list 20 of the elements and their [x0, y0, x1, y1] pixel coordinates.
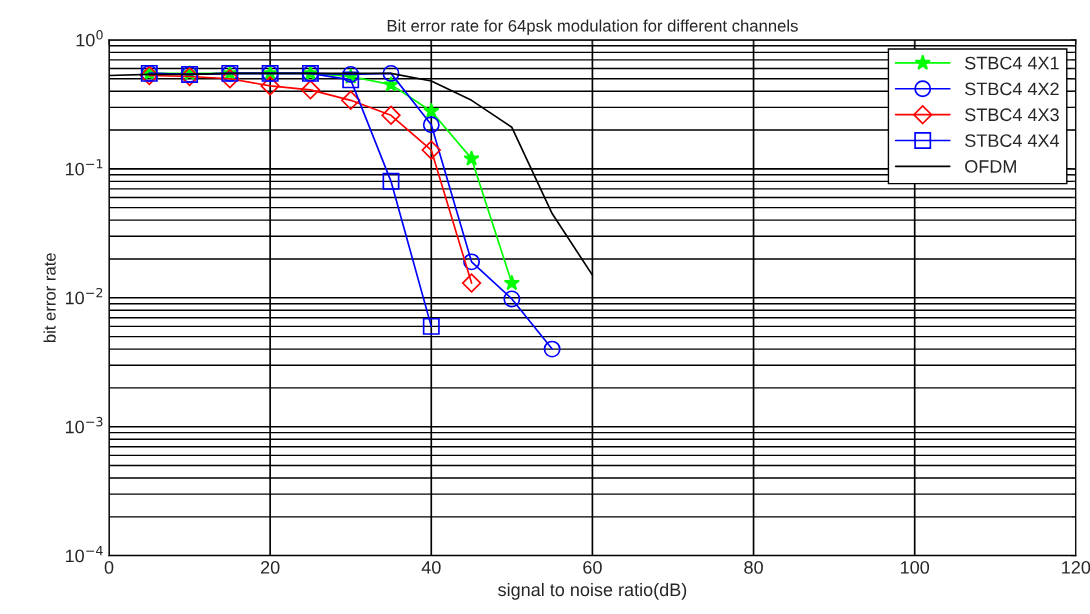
y-tick-label: 10$^{−1}$	[65, 159, 103, 176]
legend-label: OFDM	[965, 160, 1016, 173]
x-tick-label: 120	[1062, 561, 1090, 574]
legend-label: STBC4 4X4	[965, 134, 1060, 147]
legend-label: STBC4 4X3	[965, 108, 1059, 122]
x-tick-label: 60	[583, 561, 602, 574]
legend-label: STBC4 4X2	[965, 82, 1059, 96]
x-tick-label: 40	[421, 561, 441, 574]
x-tick-label: 100	[901, 561, 930, 574]
legend-label: STBC4 4X1	[965, 56, 1059, 70]
y-axis-title: bit error rate	[43, 253, 56, 343]
y-tick-label: 10$^{−3}$	[65, 416, 103, 434]
y-tick-label: 10$^{0}$	[76, 30, 103, 47]
y-tick-label: 10$^{−4}$	[65, 545, 103, 563]
x-axis-title: signal to noise ratio(dB)	[498, 582, 687, 600]
y-tick-label: 10$^{−2}$	[65, 287, 103, 305]
x-tick-label: 80	[744, 561, 763, 574]
x-tick-label: 20	[261, 561, 280, 574]
x-tick-label: 0	[104, 561, 114, 574]
chart-title: Bit error rate for 64psk modulation for different channels	[387, 19, 798, 36]
